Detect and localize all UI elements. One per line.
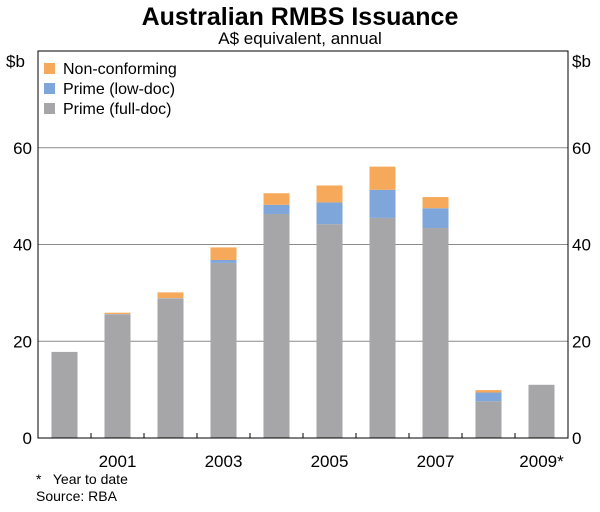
y-unit-right: $b bbox=[572, 52, 591, 71]
bar-segment-prime-full-doc--2005 bbox=[316, 224, 343, 438]
legend-label: Prime (full-doc) bbox=[63, 101, 171, 118]
bar-segment-non-conforming-2005 bbox=[316, 185, 343, 203]
y-unit-left: $b bbox=[6, 52, 25, 71]
bar-segment-non-conforming-2001 bbox=[104, 312, 131, 315]
bar-segment-prime-full-doc--2008 bbox=[475, 401, 502, 438]
y-tick-label-right: 60 bbox=[572, 139, 591, 158]
bar-segment-prime-low-doc--2008 bbox=[475, 392, 502, 402]
legend: Non-conforming Prime (low-doc) Prime (full… bbox=[44, 61, 177, 118]
y-tick-label-left: 0 bbox=[23, 429, 32, 448]
gridlines bbox=[38, 147, 568, 342]
bar-segment-prime-full-doc--2002 bbox=[157, 298, 184, 438]
y-axis-left: 0 20 40 60 $b bbox=[6, 52, 32, 448]
legend-swatch bbox=[44, 103, 55, 114]
footnotes: * Year to date Source: RBA bbox=[36, 471, 128, 505]
bar-segment-non-conforming-2006 bbox=[369, 166, 396, 190]
x-axis: 2001 2003 2005 2007 2009* bbox=[37, 433, 569, 471]
x-tick-label: 2007 bbox=[417, 452, 455, 471]
y-axis-right: 0 20 40 60 $b bbox=[572, 52, 591, 448]
bar-segment-prime-low-doc--2007 bbox=[422, 208, 449, 229]
y-tick-label-right: 40 bbox=[572, 236, 591, 255]
bar-segment-non-conforming-2003 bbox=[210, 247, 237, 260]
bar-segment-prime-low-doc--2004 bbox=[263, 204, 290, 215]
bar-segment-prime-full-doc--2007 bbox=[422, 228, 449, 438]
y-tick-label-left: 40 bbox=[13, 236, 32, 255]
legend-label: Prime (low-doc) bbox=[63, 81, 175, 98]
bar-segment-non-conforming-2007 bbox=[422, 197, 449, 209]
x-tick-label: 2009* bbox=[519, 452, 564, 471]
legend-label: Non-conforming bbox=[63, 61, 177, 78]
chart-subtitle: A$ equivalent, annual bbox=[218, 29, 382, 48]
bar-segment-prime-full-doc--2004 bbox=[263, 214, 290, 438]
footnote-year-to-date: * Year to date bbox=[36, 471, 128, 487]
bar-segment-non-conforming-2002 bbox=[157, 292, 184, 299]
footnote-source: Source: RBA bbox=[36, 488, 117, 504]
bar-segment-prime-low-doc--2006 bbox=[369, 189, 396, 218]
bar-segment-non-conforming-2008 bbox=[475, 390, 502, 393]
y-tick-label-left: 60 bbox=[13, 139, 32, 158]
bar-segment-prime-low-doc--2003 bbox=[210, 259, 237, 263]
bar-segment-prime-full-doc--2009 bbox=[528, 384, 555, 438]
x-tick-label: 2001 bbox=[99, 452, 137, 471]
bars bbox=[51, 166, 555, 438]
x-tick-label: 2003 bbox=[205, 452, 243, 471]
bar-segment-prime-low-doc--2005 bbox=[316, 202, 343, 225]
x-tick-label: 2005 bbox=[311, 452, 349, 471]
y-tick-label-right: 0 bbox=[572, 429, 581, 448]
bar-segment-non-conforming-2004 bbox=[263, 193, 290, 205]
bar-segment-prime-full-doc--2006 bbox=[369, 217, 396, 438]
bar-segment-prime-full-doc--2001 bbox=[104, 314, 131, 438]
legend-swatch bbox=[44, 63, 55, 74]
legend-swatch bbox=[44, 83, 55, 94]
bar-segment-prime-full-doc--2003 bbox=[210, 262, 237, 438]
y-tick-label-left: 20 bbox=[13, 332, 32, 351]
y-tick-label-right: 20 bbox=[572, 332, 591, 351]
bar-segment-prime-full-doc--2000 bbox=[51, 351, 78, 438]
chart-title: Australian RMBS Issuance bbox=[141, 3, 459, 31]
